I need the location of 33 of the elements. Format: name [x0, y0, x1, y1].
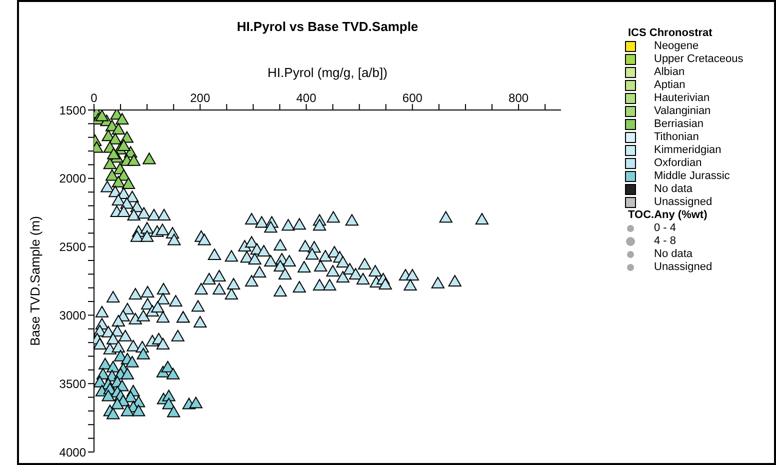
legend-label: Aptian — [654, 79, 686, 92]
chart-title: HI.Pyrol vs Base TVD.Sample — [236, 19, 420, 34]
legend-label: Berriasian — [654, 118, 704, 131]
legend-label: Oxfordian — [654, 157, 702, 170]
text: 0 - 4 — [654, 222, 676, 235]
x-tick-label: 200 — [190, 91, 210, 105]
y-axis-title: Base TVD.Sample (m) — [28, 216, 42, 346]
y-tick-label: 3000 — [59, 308, 86, 322]
legend-label: Albian — [654, 66, 685, 79]
legend-label: Unassigned — [654, 196, 712, 209]
text: No data — [654, 248, 693, 261]
y-tick-label: 3500 — [59, 376, 86, 391]
y-tick-label: 1500 — [59, 103, 86, 118]
legend-label: No data — [654, 183, 693, 196]
legend-label: Middle Jurassic — [654, 170, 730, 183]
legend-title: ICS Chronostrat — [627, 27, 714, 40]
text: 4 - 8 — [654, 235, 676, 248]
text: TOC.Any (%wt) — [627, 209, 708, 222]
text: Unassigned — [654, 261, 712, 274]
legend-label: Hauterivian — [654, 92, 710, 105]
x-axis-title: HI.Pyrol (mg/g, [a/b]) — [266, 65, 388, 80]
x-tick-label: 600 — [402, 91, 423, 105]
y-tick-label: 2500 — [59, 240, 86, 254]
legend-label: Neogene — [654, 40, 699, 53]
legend-label: Tithonian — [654, 131, 699, 144]
x-tick-label: 800 — [508, 91, 529, 105]
legend-label: Kimmeridgian — [654, 144, 722, 157]
legend-label: Valanginian — [654, 105, 711, 118]
x-tick-label: 400 — [296, 91, 317, 105]
legend-label: Upper Cretaceous — [654, 53, 744, 66]
y-tick-label: 2000 — [59, 172, 86, 186]
y-tick-label: 4000 — [59, 445, 86, 460]
x-tick-label: 0 — [90, 91, 98, 105]
